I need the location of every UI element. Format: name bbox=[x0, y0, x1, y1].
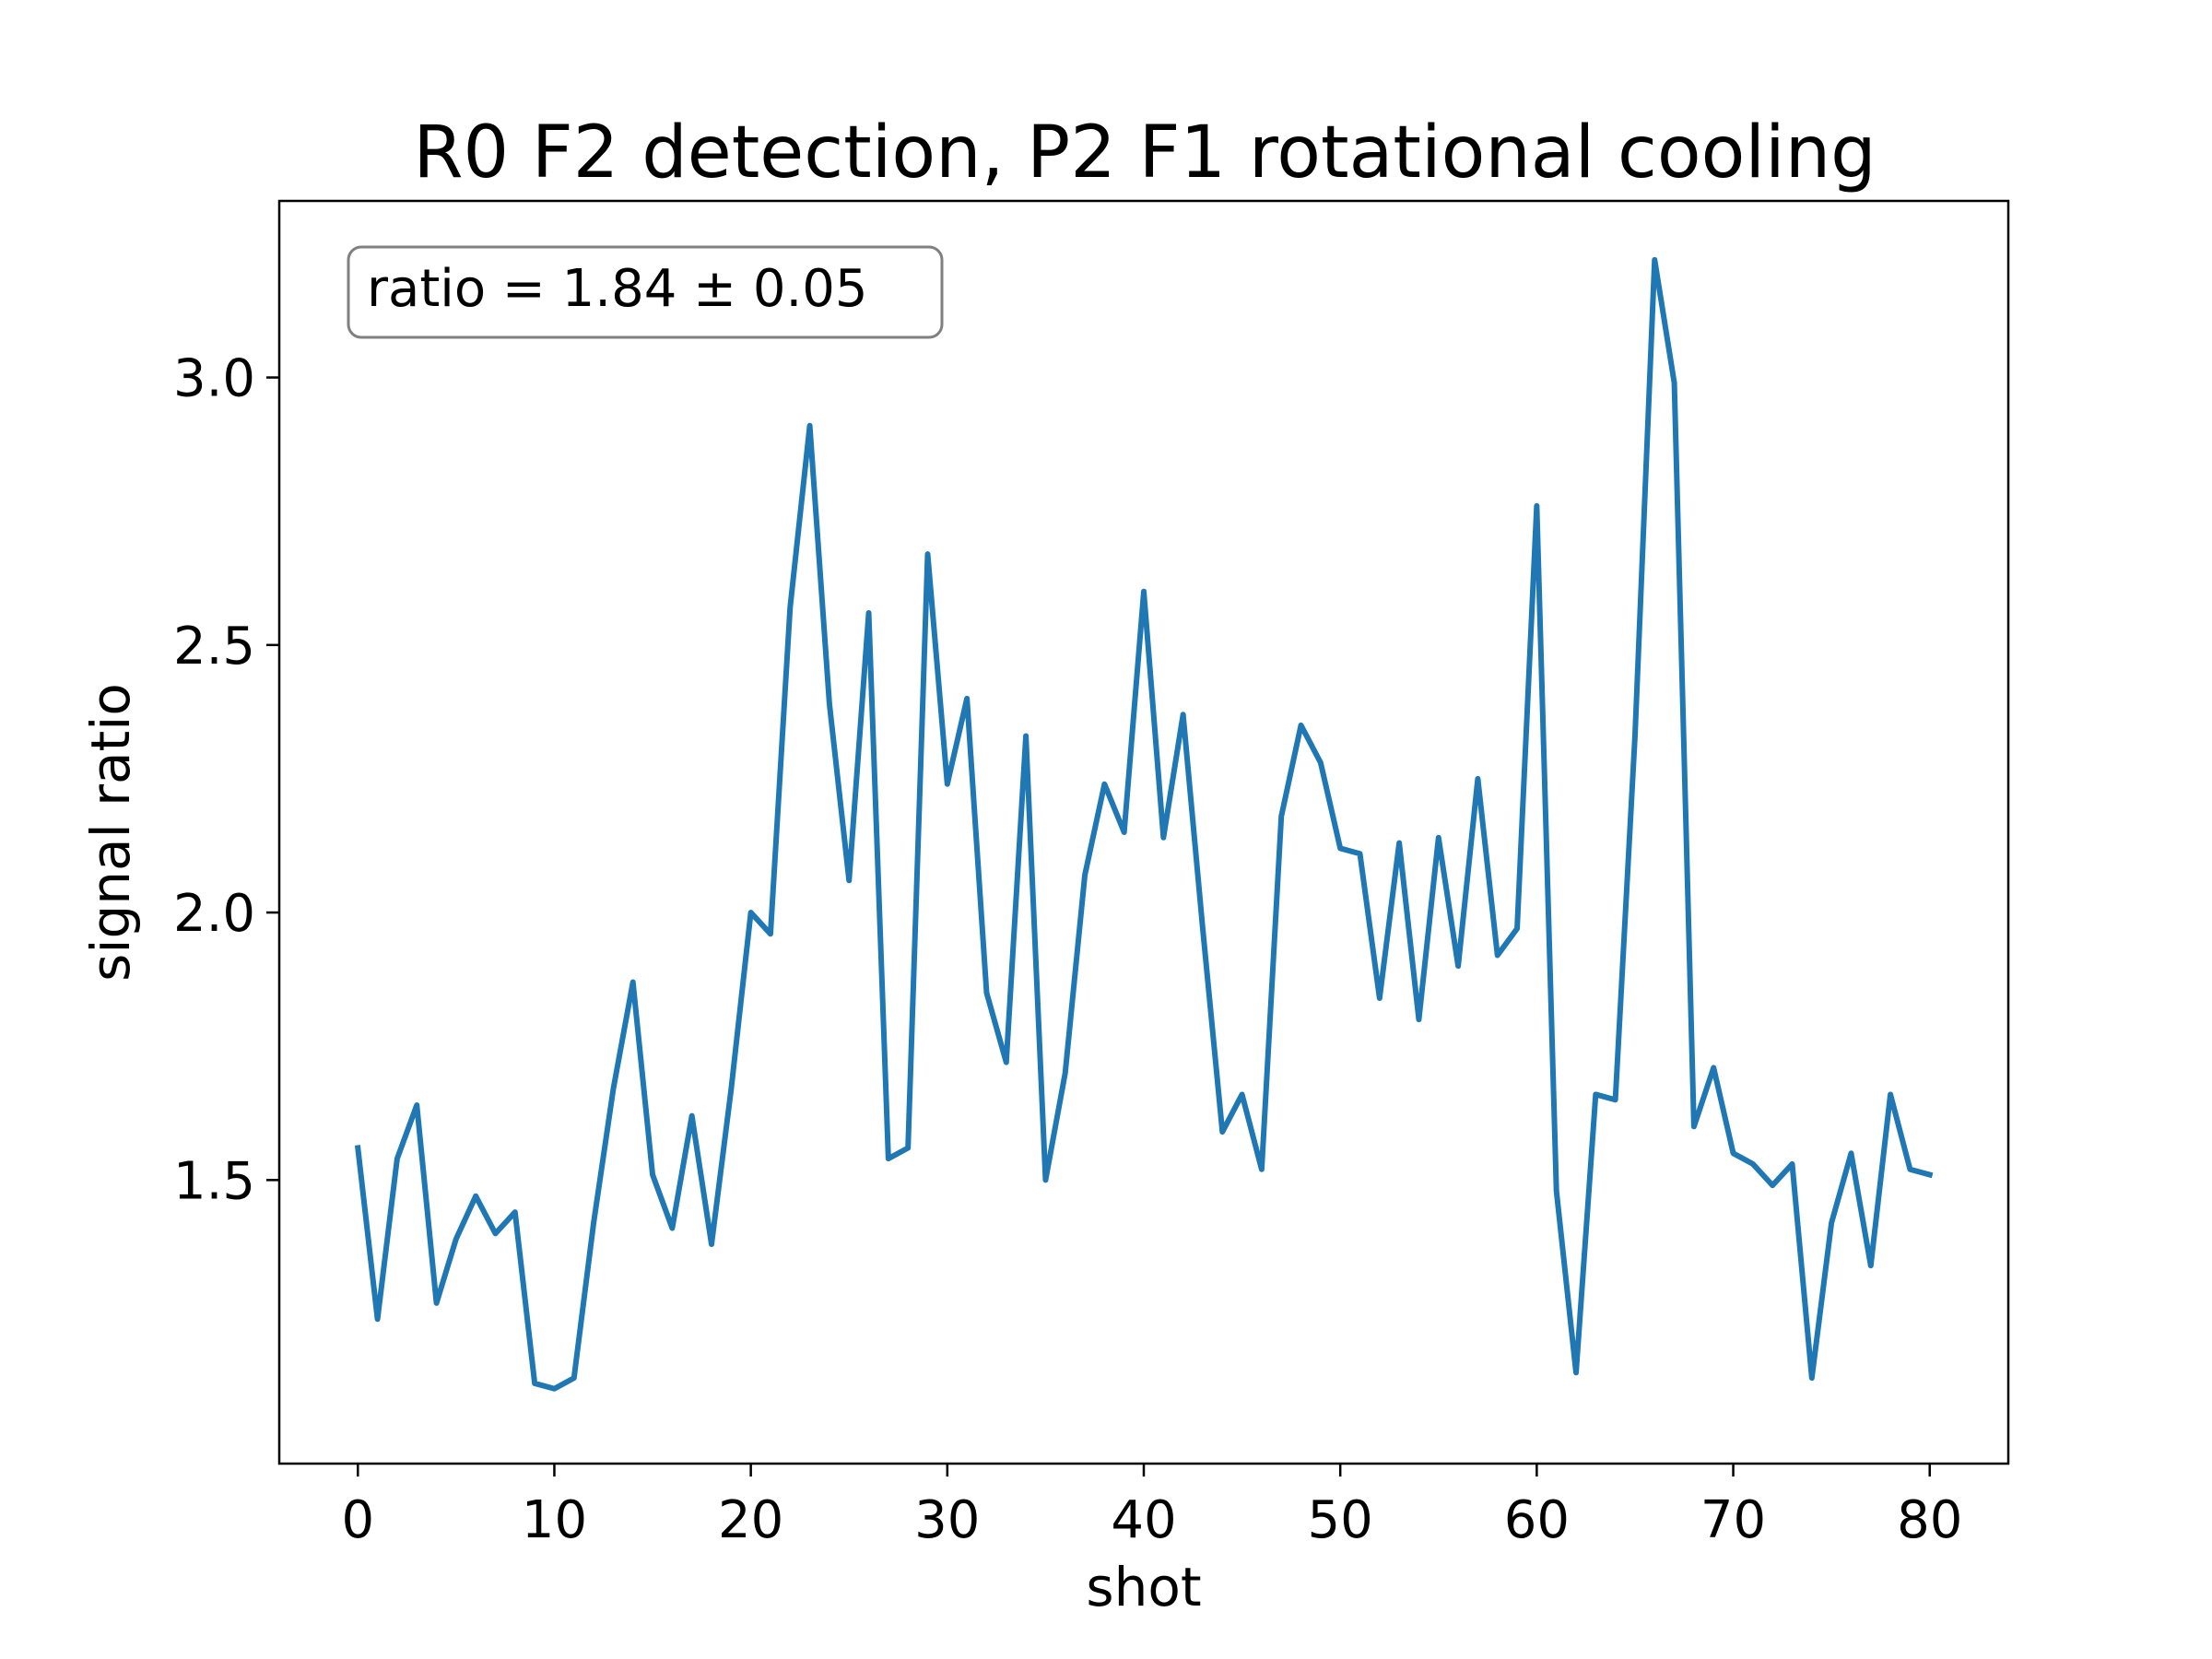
x-tick-label: 0 bbox=[341, 1490, 374, 1550]
x-axis-label: shot bbox=[1086, 1556, 1201, 1618]
x-axis-ticks: 0 10 20 30 40 50 60 70 80 bbox=[341, 1464, 1962, 1550]
y-axis-ticks: 1.5 2.0 2.5 3.0 bbox=[173, 349, 279, 1211]
x-tick-label: 20 bbox=[718, 1490, 783, 1550]
y-tick-label: 2.0 bbox=[173, 884, 255, 944]
y-tick-label: 2.5 bbox=[173, 617, 255, 677]
x-tick-label: 80 bbox=[1897, 1490, 1962, 1550]
y-tick-label: 1.5 bbox=[173, 1151, 255, 1211]
x-tick-label: 30 bbox=[914, 1490, 980, 1550]
plot-area bbox=[354, 256, 1934, 1392]
annotation-border bbox=[347, 245, 944, 339]
annotation-text: ratio = 1.84 ± 0.05 bbox=[367, 259, 868, 319]
axes-frame bbox=[277, 199, 2010, 1465]
x-tick-label: 10 bbox=[522, 1490, 587, 1550]
x-tick-label: 50 bbox=[1308, 1490, 1373, 1550]
series-line bbox=[354, 256, 1934, 1392]
annotation-box: ratio = 1.84 ± 0.05 bbox=[347, 245, 944, 339]
y-axis-label: signal ratio bbox=[79, 683, 142, 982]
x-tick-label: 40 bbox=[1111, 1490, 1176, 1550]
chart-title: R0 F2 detection, P2 F1 rotational coolin… bbox=[413, 112, 1876, 194]
x-tick-label: 70 bbox=[1700, 1490, 1766, 1550]
y-tick-label: 3.0 bbox=[173, 349, 255, 409]
x-tick-label: 60 bbox=[1504, 1490, 1570, 1550]
